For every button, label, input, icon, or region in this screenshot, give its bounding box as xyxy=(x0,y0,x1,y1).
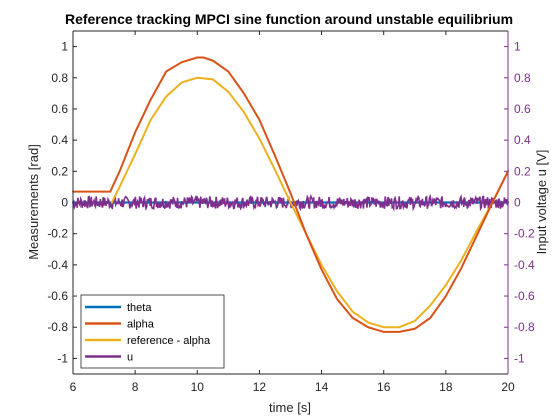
legend-label: theta xyxy=(127,302,152,314)
y-left-tick-label: 0.2 xyxy=(51,164,68,178)
x-tick-label: 8 xyxy=(132,380,139,394)
x-tick-label: 12 xyxy=(253,380,267,394)
y-left-tick-label: -0.6 xyxy=(47,289,68,303)
y-left-tick-label: 0.8 xyxy=(51,71,68,85)
y-right-tick-label: -0.4 xyxy=(514,258,535,272)
y-left-axis-label: Measurements [rad] xyxy=(26,144,41,260)
y-left-axis-ticks: 1 0.8 0.6 0.4 0.2 0 -0.2 -0.4 -0.6 -0.8 -1 xyxy=(47,40,77,365)
series-alpha-line xyxy=(72,56,509,333)
x-tick-label: 14 xyxy=(315,380,329,394)
y-left-tick-label: -0.2 xyxy=(47,227,68,241)
y-right-tick-label: 0.4 xyxy=(514,133,531,147)
y-right-tick-label: 0.6 xyxy=(514,102,531,116)
y-left-tick-label: 0 xyxy=(61,196,68,210)
y-right-axis-ticks: 1 0.8 0.6 0.4 0.2 0 -0.2 -0.4 -0.6 -0.8 -1 xyxy=(504,40,535,365)
y-left-tick-label: -0.4 xyxy=(47,258,68,272)
chart-title: Reference tracking MPCI sine function ar… xyxy=(65,11,513,27)
legend-label: u xyxy=(127,352,133,364)
y-left-tick-label: 0.4 xyxy=(51,133,68,147)
y-right-tick-label: -0.8 xyxy=(514,320,535,334)
legend-label: alpha xyxy=(127,319,155,331)
y-right-tick-label: -0.2 xyxy=(514,227,535,241)
y-left-tick-label: 1 xyxy=(61,40,68,54)
x-axis-label: time [s] xyxy=(269,400,311,415)
y-right-tick-label: 1 xyxy=(514,40,521,54)
x-tick-label: 18 xyxy=(439,380,453,394)
x-tick-label: 20 xyxy=(501,380,515,394)
y-left-tick-label: -0.8 xyxy=(47,320,68,334)
y-right-tick-label: 0.8 xyxy=(514,71,531,85)
legend-label: reference - alpha xyxy=(127,335,211,347)
y-left-tick-label: 0.6 xyxy=(51,102,68,116)
y-left-tick-label: -1 xyxy=(57,351,68,365)
x-axis-ticks: 6 8 10 12 14 16 18 20 xyxy=(70,31,515,394)
series-layer xyxy=(71,56,510,333)
x-tick-label: 6 xyxy=(70,380,77,394)
y-right-tick-label: 0.2 xyxy=(514,164,531,178)
y-right-tick-label: -1 xyxy=(514,351,525,365)
x-tick-label: 16 xyxy=(377,380,391,394)
y-right-axis-label: Input voltage u [V] xyxy=(534,150,549,255)
y-right-tick-label: 0 xyxy=(514,196,521,210)
x-tick-label: 10 xyxy=(191,380,205,394)
legend: theta alpha reference - alpha u xyxy=(80,294,225,369)
y-right-tick-label: -0.6 xyxy=(514,289,535,303)
